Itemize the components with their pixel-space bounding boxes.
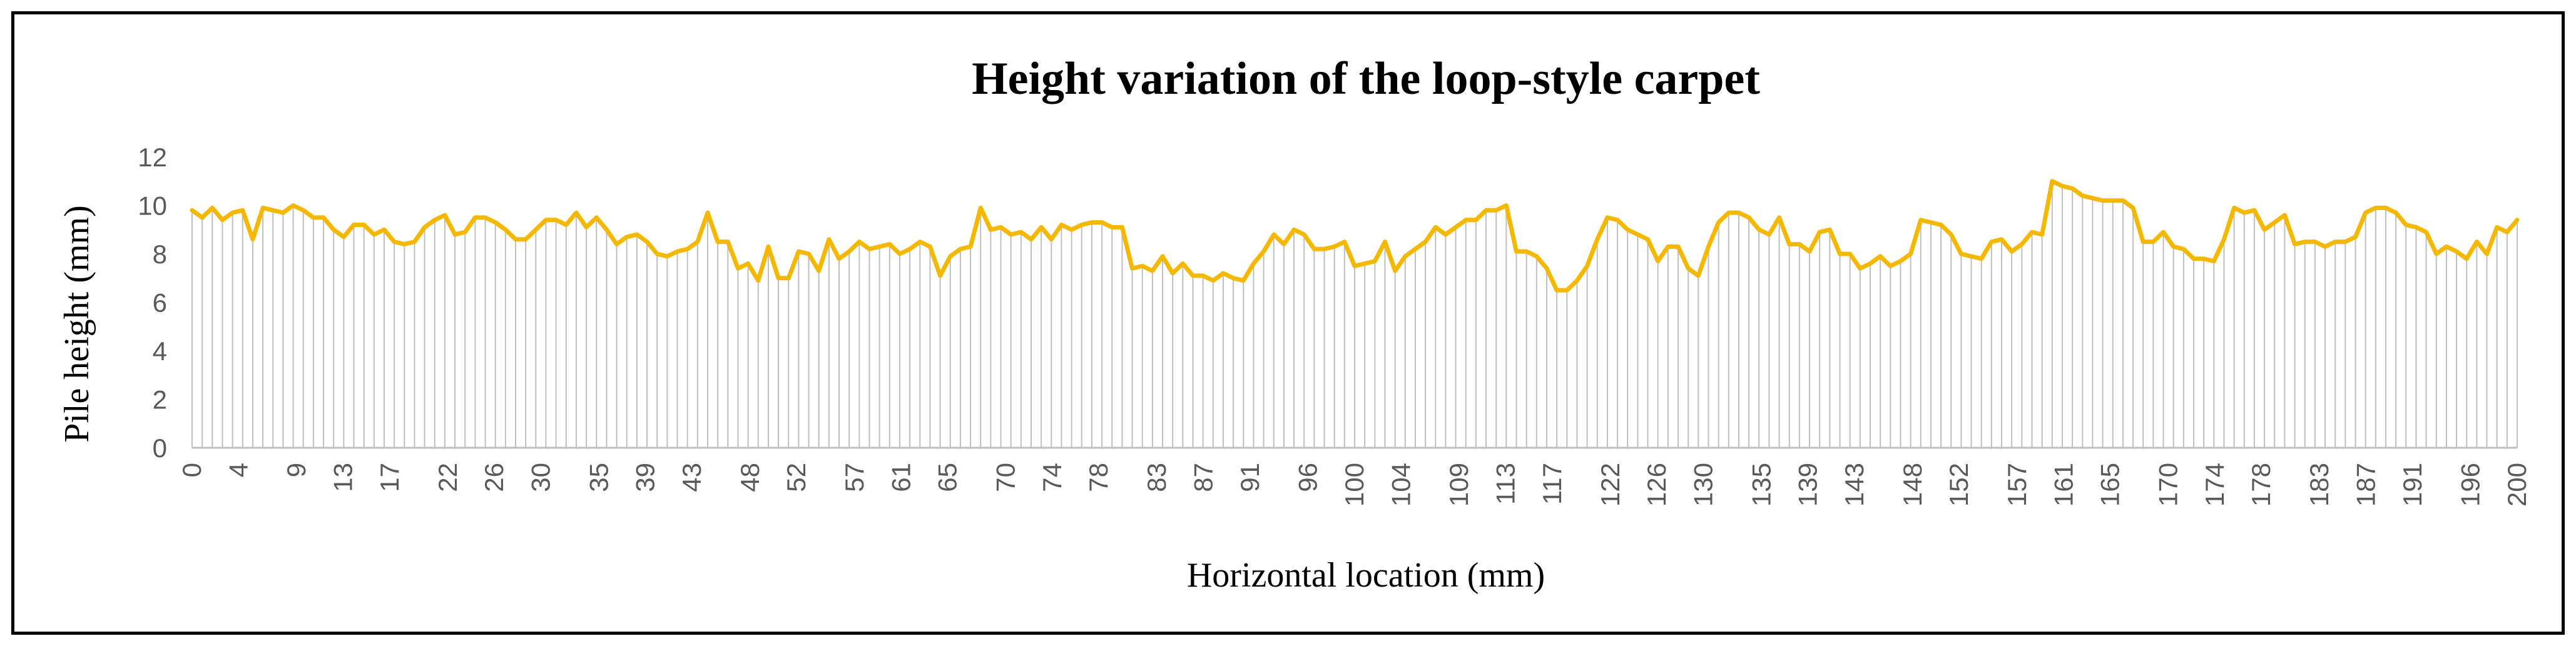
x-tick-label: 91 [1235, 463, 1265, 492]
x-tick-label: 100 [1340, 463, 1369, 507]
line-chart: Height variation of the loop-style carpe… [58, 53, 2532, 595]
x-tick-label: 78 [1084, 463, 1113, 492]
x-tick-label: 48 [735, 463, 765, 492]
x-tick-label: 26 [479, 463, 509, 492]
x-tick-label: 9 [282, 463, 311, 477]
x-tick-label: 65 [933, 463, 962, 492]
y-tick-label: 4 [153, 336, 167, 366]
x-tick-label: 187 [2351, 463, 2380, 507]
x-tick-label: 87 [1188, 463, 1218, 492]
y-axis: 0 2 4 6 8 10 12 [138, 143, 167, 463]
x-tick-label: 161 [2049, 463, 2078, 507]
x-tick-label: 165 [2095, 463, 2125, 507]
x-tick-label: 0 [177, 463, 206, 477]
y-tick-label: 2 [153, 385, 167, 415]
x-tick-label: 52 [781, 463, 811, 492]
y-axis-title: Pile height (mm) [58, 205, 96, 443]
x-tick-label: 74 [1037, 463, 1067, 492]
x-tick-label: 61 [886, 463, 915, 492]
x-tick-label: 13 [328, 463, 358, 492]
chart-frame: Height variation of the loop-style carpe… [11, 11, 2565, 635]
x-tick-label: 22 [433, 463, 462, 492]
x-tick-label: 113 [1491, 463, 1520, 505]
x-tick-label: 83 [1142, 463, 1171, 492]
x-tick-label: 143 [1840, 463, 1869, 507]
x-tick-label: 126 [1642, 463, 1671, 507]
chart-title: Height variation of the loop-style carpe… [972, 53, 1760, 104]
x-tick-label: 39 [631, 463, 660, 492]
x-tick-label: 57 [840, 463, 869, 492]
y-tick-label: 8 [153, 240, 167, 269]
x-axis-title: Horizontal location (mm) [1187, 556, 1545, 595]
x-tick-label: 135 [1746, 463, 1776, 507]
x-tick-label: 104 [1386, 463, 1415, 507]
x-tick-label: 4 [223, 463, 253, 477]
x-tick-label: 109 [1444, 463, 1474, 507]
x-tick-label: 183 [2304, 463, 2334, 507]
x-tick-label: 43 [677, 463, 706, 492]
x-tick-label: 130 [1688, 463, 1718, 507]
x-tick-label: 170 [2154, 463, 2183, 507]
x-tick-label: 157 [2002, 463, 2032, 507]
y-tick-label: 10 [138, 191, 167, 221]
x-axis: 0 4 9 13 17 22 26 30 35 39 43 48 52 57 61 65 70 74 78 83 87 9… [177, 463, 2532, 507]
x-tick-label: 196 [2456, 463, 2485, 507]
x-tick-label: 122 [1596, 463, 1625, 507]
x-tick-label: 148 [1898, 463, 1927, 507]
y-tick-label: 6 [153, 288, 167, 318]
y-tick-label: 12 [138, 143, 167, 172]
x-tick-label: 174 [2200, 463, 2229, 507]
x-tick-label: 152 [1944, 463, 1973, 507]
drop-lines [191, 181, 2518, 448]
x-tick-label: 178 [2246, 463, 2276, 507]
y-tick-label: 0 [153, 433, 167, 463]
x-tick-label: 117 [1537, 463, 1567, 505]
x-tick-label: 70 [991, 463, 1021, 492]
x-tick-label: 96 [1293, 463, 1323, 492]
x-tick-label: 139 [1793, 463, 1823, 507]
x-tick-label: 17 [375, 463, 404, 492]
x-tick-label: 35 [584, 463, 613, 492]
x-tick-label: 30 [526, 463, 555, 492]
x-tick-label: 191 [2398, 463, 2427, 507]
x-tick-label: 200 [2502, 463, 2532, 507]
series-line-pile-height [190, 179, 2520, 293]
